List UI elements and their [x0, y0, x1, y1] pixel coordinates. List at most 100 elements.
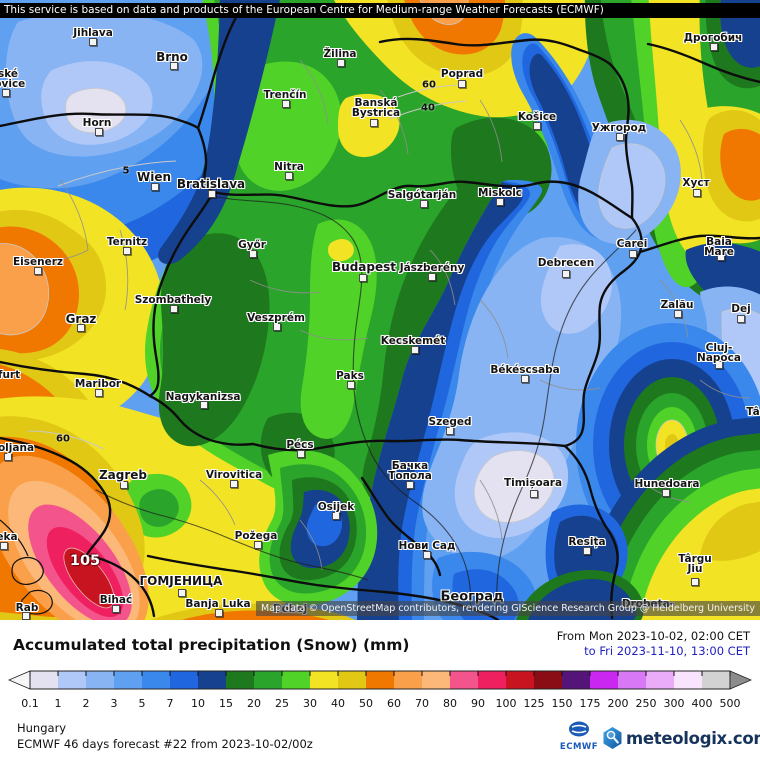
city-label: Graz [65, 312, 97, 326]
city-marker [123, 247, 131, 255]
admin-borders [29, 59, 751, 571]
city-label: Nitra [274, 161, 304, 173]
city-label: Paks [336, 370, 364, 382]
city-label: Horn [82, 117, 112, 129]
city-marker [200, 401, 208, 409]
city-marker [521, 375, 529, 383]
contour-value-label: 5 [122, 165, 130, 177]
city-marker [446, 427, 454, 435]
legend-segment [114, 671, 142, 689]
legend-segment [310, 671, 338, 689]
legend-tick-label: 70 [415, 697, 429, 710]
city-label: Pécs [286, 439, 314, 451]
contour-value-label: 40 [421, 102, 435, 114]
legend-tick-label: 500 [720, 697, 741, 710]
legend-tick-label: 200 [608, 697, 629, 710]
city-label: Debrecen [537, 257, 595, 269]
ecmwf-logo: ECMWF [556, 721, 602, 752]
legend-tick-label: 15 [219, 697, 233, 710]
meteologix-logo-icon [603, 727, 622, 749]
city-marker [254, 541, 262, 549]
city-label: ГОМЈЕНИЦА [139, 574, 223, 588]
city-label: Eisenerz [12, 256, 64, 268]
city-label: oljana [0, 442, 35, 454]
ecmwf-logo-text: ECMWF [559, 742, 599, 752]
legend-tick-label: 3 [111, 697, 118, 710]
city-label: Jihlava [73, 27, 113, 39]
legend-tick-label: 125 [524, 697, 545, 710]
city-marker [170, 305, 178, 313]
city-marker [285, 172, 293, 180]
city-marker [337, 59, 345, 67]
legend-segment [142, 671, 170, 689]
city-marker [562, 270, 570, 278]
city-marker [533, 122, 541, 130]
city-marker [4, 453, 12, 461]
legend-tick-label: 0.1 [21, 697, 39, 710]
city-label: furt [0, 369, 21, 381]
legend-segment [534, 671, 562, 689]
city-label: Nagykanizsa [165, 391, 241, 403]
legend-segment [702, 671, 730, 689]
city-label: Београд [440, 589, 504, 605]
city-label: Szeged [428, 416, 472, 428]
legend-segment [86, 671, 114, 689]
city-marker [89, 38, 97, 46]
city-marker [95, 128, 103, 136]
ecmwf-logo-icon [569, 721, 589, 737]
legend-segment [562, 671, 590, 689]
legend-segment [58, 671, 86, 689]
city-marker [458, 80, 466, 88]
city-marker [178, 589, 186, 597]
city-marker [715, 361, 723, 369]
city-label: Дрогобич [683, 32, 743, 44]
city-label: Zalãu [660, 299, 694, 311]
city-label: Banja Luka [185, 598, 251, 610]
legend-segment [478, 671, 506, 689]
city-label: Győr [238, 239, 266, 251]
city-label: Banská Bystrica [351, 97, 401, 119]
legend-tick-label: 150 [552, 697, 573, 710]
city-label: Budapest [332, 260, 396, 274]
city-label: Košice [517, 111, 557, 123]
legend-segment [394, 671, 422, 689]
city-marker [215, 609, 223, 617]
city-marker [406, 481, 414, 489]
legend-tick-label: 7 [167, 697, 174, 710]
city-marker [616, 133, 624, 141]
city-label: Târgu Jiu [678, 553, 712, 575]
color-scale: 0.1 1 2 3 5 7 10 15 20 25 30 40 50 60 70 80 90 100 125 150 1… [8, 670, 752, 710]
legend-tick-label: 5 [139, 697, 146, 710]
legend-segment [450, 671, 478, 689]
region-label: Hungary [17, 721, 67, 735]
contour-value-label: 105 [69, 553, 101, 569]
legend-tick-label: 175 [580, 697, 601, 710]
legend-segment [422, 671, 450, 689]
city-label: ské jovice [0, 68, 26, 90]
city-marker [737, 315, 745, 323]
city-marker [34, 267, 42, 275]
city-marker [273, 323, 281, 331]
model-run-label: ECMWF 46 days forecast #22 from 2023-10-… [17, 737, 313, 751]
city-marker [530, 490, 538, 498]
city-marker [112, 605, 120, 613]
legend-segment [618, 671, 646, 689]
legend-tick-label: 40 [331, 697, 345, 710]
legend-tick-label: 30 [303, 697, 317, 710]
rivers [95, 195, 637, 615]
map-attribution: Map data © OpenStreetMap contributors, r… [256, 601, 760, 616]
city-label: Hunedoara [634, 478, 700, 490]
city-marker [230, 480, 238, 488]
legend-tick-label: 100 [496, 697, 517, 710]
city-marker [332, 512, 340, 520]
legend-segment [170, 671, 198, 689]
city-label: Нови Сад [398, 540, 456, 552]
city-marker [347, 381, 355, 389]
legend-tick-label: 2 [83, 697, 90, 710]
contour-value-label: 60 [422, 79, 436, 91]
city-marker [249, 250, 257, 258]
city-label: Dej [731, 303, 751, 315]
city-label: Maribor [74, 378, 122, 390]
legend-tick-label: 400 [692, 697, 713, 710]
city-label: Бачка Топола [388, 460, 432, 482]
